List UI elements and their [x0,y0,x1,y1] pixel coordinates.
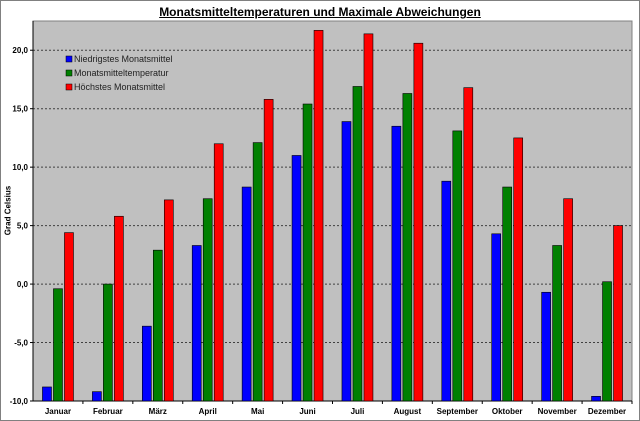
bar-mean [452,130,463,402]
x-tick-label: Oktober [492,407,523,416]
y-tick-label: 0,0 [17,280,29,289]
bar-highest [163,199,174,402]
bar-highest [513,137,524,402]
x-tick-label: Februar [93,407,123,416]
bar-lowest [291,155,302,402]
x-tick-label: August [394,407,422,416]
x-tick-label: Juni [299,407,315,416]
bar-highest [114,215,124,402]
legend-swatch [65,83,73,91]
y-tick-label: 20,0 [12,46,28,55]
bar-lowest [591,396,601,402]
bar-lowest [541,291,551,402]
bar-highest [64,232,74,402]
x-tick-label: Mai [251,407,264,416]
y-tick-label: 10,0 [12,163,28,172]
bar-lowest [391,125,402,402]
bar-mean [352,86,363,402]
legend-label: Höchstes Monatsmittel [74,82,165,92]
bar-lowest [441,180,452,402]
bar-highest [563,198,573,402]
legend-swatch [65,55,73,63]
legend-label: Monatsmitteltemperatur [74,68,169,78]
x-tick-label: Januar [45,407,71,416]
y-tick-label: 15,0 [12,105,28,114]
plot-area [32,20,633,402]
bar-mean [252,142,263,402]
bar-lowest [341,121,352,402]
x-tick-label: März [149,407,167,416]
legend-label: Niedrigstes Monatsmittel [74,54,173,64]
legend-swatch [65,69,73,77]
bar-mean [602,281,612,402]
x-tick-label: Juli [351,407,365,416]
x-tick-label: September [437,407,478,416]
bar-lowest [491,233,502,402]
bar-mean [53,288,63,402]
bar-highest [463,87,474,402]
bar-lowest [42,386,52,402]
bar-highest [263,99,274,402]
bar-mean [302,103,313,402]
x-tick-label: April [199,407,217,416]
chart-title: Monatsmitteltemperaturen und Maximale Ab… [159,5,481,19]
bar-mean [552,245,562,402]
y-tick-label: -5,0 [14,339,28,348]
bar-lowest [241,186,252,402]
bar-highest [313,30,324,402]
bar-lowest [191,245,202,402]
bar-highest [413,42,424,402]
bar-highest [213,143,224,402]
bar-mean [202,198,213,402]
x-tick-label: November [538,407,577,416]
y-tick-label: 5,0 [17,222,29,231]
bar-lowest [141,325,152,402]
x-tick-label: Dezember [588,407,626,416]
bar-mean [502,186,513,402]
bar-mean [402,93,413,402]
bar-mean [103,283,113,402]
bar-lowest [92,391,102,402]
bar-highest [363,33,374,402]
y-tick-label: -10,0 [10,397,29,406]
bar-mean [152,249,163,402]
bar-highest [613,225,623,402]
